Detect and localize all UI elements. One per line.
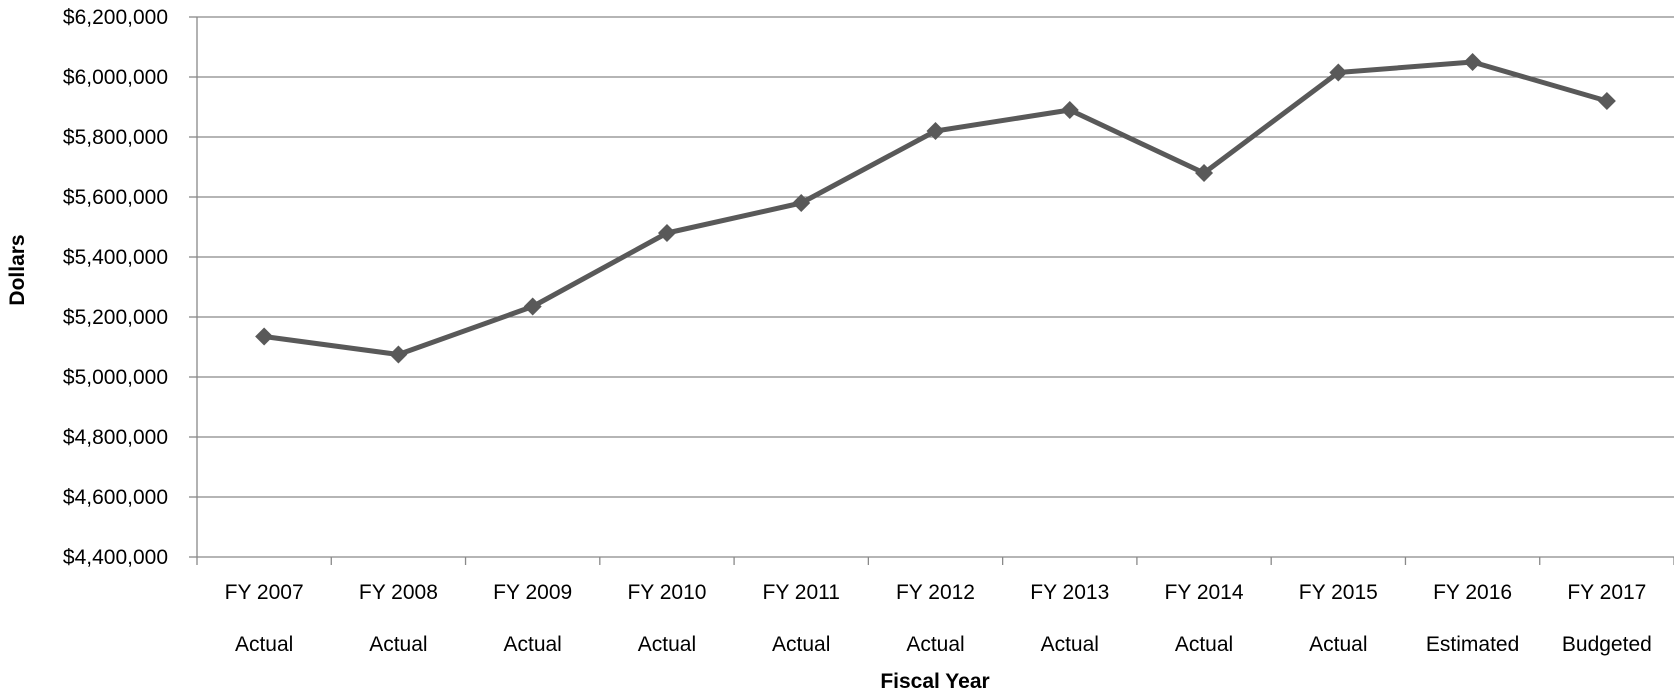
x-tick-label: FY 2015 [1299, 581, 1378, 604]
x-tick-label: FY 2014 [1165, 581, 1244, 604]
y-tick-label: $5,800,000 [63, 126, 168, 149]
x-tick-label: FY 2009 [493, 581, 572, 604]
x-tick-label: Actual [1309, 633, 1367, 656]
y-tick-label: $5,000,000 [63, 366, 168, 389]
x-tick-label: FY 2016 [1433, 581, 1512, 604]
y-tick-label: $6,000,000 [63, 66, 168, 89]
data-point-marker [389, 345, 408, 364]
x-tick-label: Actual [772, 633, 830, 656]
axes [189, 16, 1674, 565]
x-tick-label: Estimated [1426, 633, 1519, 656]
data-point-marker [1329, 63, 1348, 82]
y-tick-label: $5,400,000 [63, 246, 168, 269]
x-tick-label: FY 2013 [1030, 581, 1109, 604]
data-point-marker [926, 122, 945, 140]
data-point-marker [1463, 53, 1482, 71]
data-point-marker [255, 327, 274, 346]
x-tick-label: FY 2012 [896, 581, 975, 604]
y-tick-label: $6,200,000 [63, 6, 168, 29]
y-tick-label: $4,600,000 [63, 486, 168, 509]
y-tick-label: $5,200,000 [63, 306, 168, 329]
x-tick-label: FY 2008 [359, 581, 438, 604]
data-point-marker [1060, 101, 1079, 119]
x-tick-label: Actual [369, 633, 427, 656]
data-point-marker [792, 194, 811, 212]
x-tick-label: Actual [1175, 633, 1233, 656]
y-tick-labels: $4,400,000 $4,600,000 $4,800,000 $5,000,000… [63, 6, 168, 569]
x-tick-label: FY 2010 [627, 581, 706, 604]
x-axis-title: Fiscal Year [880, 670, 989, 693]
data-point-marker [523, 297, 542, 316]
data-point-marker [1195, 164, 1214, 182]
x-tick-label: Actual [503, 633, 561, 656]
y-axis-title: Dollars [6, 234, 29, 305]
y-tick-label: $4,800,000 [63, 426, 168, 449]
x-tick-label: Budgeted [1562, 633, 1652, 656]
data-point-marker [657, 224, 676, 242]
x-tick-label: Actual [638, 633, 696, 656]
x-tick-label: Actual [906, 633, 964, 656]
x-tick-label: Actual [235, 633, 293, 656]
x-tick-label: FY 2017 [1567, 581, 1646, 604]
data-point-marker [1597, 92, 1616, 110]
x-tick-label: FY 2007 [225, 581, 304, 604]
y-tick-label: $5,600,000 [63, 186, 168, 209]
x-tick-label: Actual [1041, 633, 1099, 656]
series-line [263, 59, 1608, 357]
x-tick-label: FY 2011 [763, 581, 840, 604]
x-tick-labels: FY 2007 Actual FY 2008 Actual FY 2009 Actual F… [225, 581, 1652, 656]
gridlines [197, 16, 1674, 498]
series-group [255, 53, 1616, 364]
y-tick-label: $4,400,000 [63, 546, 168, 569]
